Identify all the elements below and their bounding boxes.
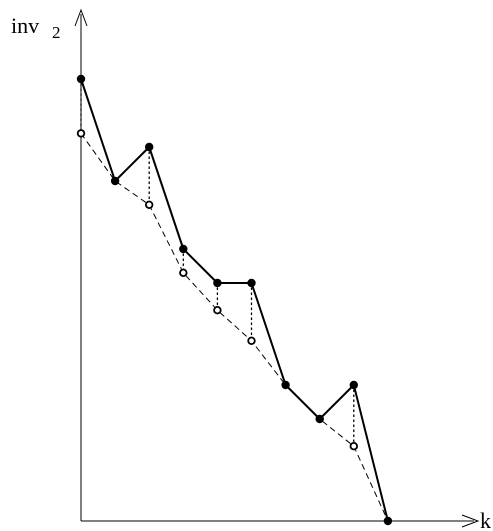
x-axis-label: k xyxy=(480,508,491,531)
filled-point-k6 xyxy=(281,380,290,390)
filled-point-k0 xyxy=(76,74,86,84)
filled-point-k4 xyxy=(213,278,222,288)
y-axis-label-subscript: 2 xyxy=(52,23,61,42)
filled-point-k8 xyxy=(349,380,358,390)
filled-point-k5 xyxy=(247,278,256,288)
open-point-k0 xyxy=(76,129,86,138)
filled-point-k3 xyxy=(179,244,188,254)
open-point-k8 xyxy=(349,442,358,451)
solid-path xyxy=(80,78,389,522)
open-point-k2 xyxy=(144,200,154,209)
filled-point-k7 xyxy=(315,414,324,424)
open-point-k5 xyxy=(247,336,256,345)
dashed-path xyxy=(80,133,389,522)
y-axis-label: inv xyxy=(11,13,39,38)
filled-point-k1 xyxy=(110,176,120,186)
filled-point-k2 xyxy=(145,142,154,152)
plot-area xyxy=(76,74,393,526)
open-point-k3 xyxy=(179,268,188,277)
open-point-k4 xyxy=(213,306,222,315)
y-axis-arrowhead xyxy=(74,8,88,27)
x-axis-arrowhead xyxy=(461,514,480,528)
filled-point-k9 xyxy=(383,516,393,526)
